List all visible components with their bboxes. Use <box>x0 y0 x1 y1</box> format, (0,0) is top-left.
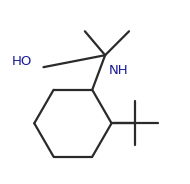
Text: NH: NH <box>109 64 128 77</box>
Text: HO: HO <box>12 55 32 68</box>
